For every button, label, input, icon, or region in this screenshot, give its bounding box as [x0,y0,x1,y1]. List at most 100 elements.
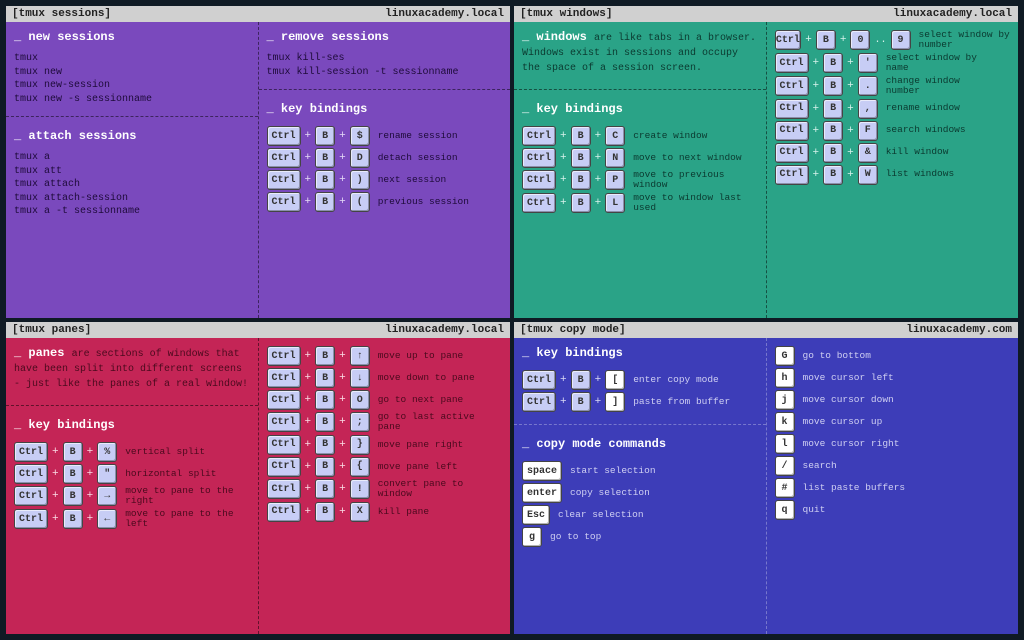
key: B [571,370,591,390]
kb-label: move cursor left [803,373,894,383]
plus-icon: + [305,394,312,406]
key: Esc [522,505,550,525]
kb-row: Ctrl+B+"horizontal split [14,464,250,484]
kb-row: Ctrl+B+Wlist windows [775,165,1011,185]
kb-label: go to last active pane [378,412,488,433]
plus-icon: + [305,506,312,518]
kb-row: Ctrl+B+&kill window [775,143,1011,163]
kb-row: Ctrl+B+Pmove to previous window [522,170,758,191]
kb-label: go to top [550,532,601,542]
panel-domain: linuxacademy.local [385,324,504,336]
panel-header: [tmux panes] linuxacademy.local [6,322,510,338]
key: B [63,509,83,529]
kb-row: Ctrl+B+,rename window [775,99,1011,119]
plus-icon: + [87,513,94,525]
cmd-list: tmux atmux atttmux attachtmux attach-ses… [14,151,250,219]
key: k [775,412,795,432]
panel-windows: [tmux windows] linuxacademy.local _ wind… [514,6,1018,318]
plus-icon: + [305,196,312,208]
plus-icon: + [813,125,820,137]
section-title: _ panes are sections of windows that hav… [14,346,250,391]
key: B [571,148,591,168]
key: ( [350,192,370,212]
key: Ctrl [522,170,556,190]
kb-row: Ctrl+B+$rename session [267,126,503,146]
kb-label: copy selection [570,488,650,498]
key: ! [350,479,370,499]
plus-icon: + [560,152,567,164]
kb-label: move pane right [378,440,464,450]
plus-icon: + [560,130,567,142]
kb-label: list paste buffers [803,483,906,493]
kb-label: kill pane [378,507,429,517]
plus-icon: + [305,174,312,186]
panel-domain: linuxacademy.local [385,8,504,20]
col-left: _ panes are sections of windows that hav… [6,338,258,634]
key: B [816,30,836,50]
kb-label: enter copy mode [633,375,719,385]
kb-row: #list paste buffers [775,478,1011,498]
col-right: _ remove sessions tmux kill-sestmux kill… [258,22,511,318]
key: Ctrl [267,346,301,366]
kb-list: Ctrl+B+$rename sessionCtrl+B+Ddetach ses… [267,124,503,214]
key: B [571,392,591,412]
kb-row: Ctrl+B+Xkill pane [267,502,503,522]
key: / [775,456,795,476]
key: & [858,143,878,163]
cmd-list: tmux kill-sestmux kill-session -t sessio… [267,52,503,79]
plus-icon: + [87,468,94,480]
key: B [63,464,83,484]
plus-icon: + [339,506,346,518]
kb-row: Ctrl+B+}move pane right [267,435,503,455]
key: Ctrl [775,30,802,50]
section-title: _ key bindings [522,102,758,116]
plus-icon: + [560,374,567,386]
kb-row: Ggo to bottom [775,346,1011,366]
cmd: tmux a -t sessionname [14,205,250,219]
kb-label: paste from buffer [633,397,730,407]
plus-icon: + [560,396,567,408]
kb-row: Ctrl+B+Ccreate window [522,126,758,146]
kb-label: select window by number [919,30,1011,51]
kb-list: Ctrl+B+Ccreate windowCtrl+B+Nmove to nex… [522,124,758,216]
kb-row: g go to top [522,527,758,547]
key: h [775,368,795,388]
plus-icon: + [339,416,346,428]
key: Ctrl [775,53,809,73]
key: j [775,390,795,410]
plus-icon: + [339,196,346,208]
plus-icon: + [339,439,346,451]
kb-list: spacestart selectionentercopy selectionE… [522,459,758,549]
key: B [315,457,335,477]
key: $ [350,126,370,146]
key: ↓ [350,368,370,388]
cmd: tmux kill-session -t sessionname [267,66,503,80]
kb-label: search windows [886,125,966,135]
cmd: tmux attach [14,178,250,192]
kb-label: move up to pane [378,351,464,361]
col-right: Ggo to bottomh move cursor leftj move curs… [766,338,1019,634]
kb-row: /search [775,456,1011,476]
kb-row: Ctrl+B+↓move down to pane [267,368,503,388]
kb-row: h move cursor left [775,368,1011,388]
plus-icon: + [339,130,346,142]
kb-row: Ctrl+B+[enter copy mode [522,370,758,390]
kb-label: create window [633,131,707,141]
kb-list: Ctrl+B+%vertical splitCtrl+B+"horizontal… [14,440,250,532]
panel-title: [tmux windows] [520,8,612,20]
plus-icon: + [847,80,854,92]
kb-row: entercopy selection [522,483,758,503]
key: g [522,527,542,547]
kb-row: Ctrl+B+←move to pane to the left [14,509,250,530]
section-title: _ key bindings [14,418,250,432]
key: space [522,461,562,481]
plus-icon: + [87,490,94,502]
key: ] [605,392,625,412]
panel-domain: linuxacademy.local [893,8,1012,20]
kb-label: go to next pane [378,395,464,405]
key: B [823,121,843,141]
col-right: Ctrl+B+↑move up to paneCtrl+B+↓move down… [258,338,511,634]
key: Ctrl [267,148,301,168]
kb-label: horizontal split [125,469,216,479]
key: B [571,193,591,213]
